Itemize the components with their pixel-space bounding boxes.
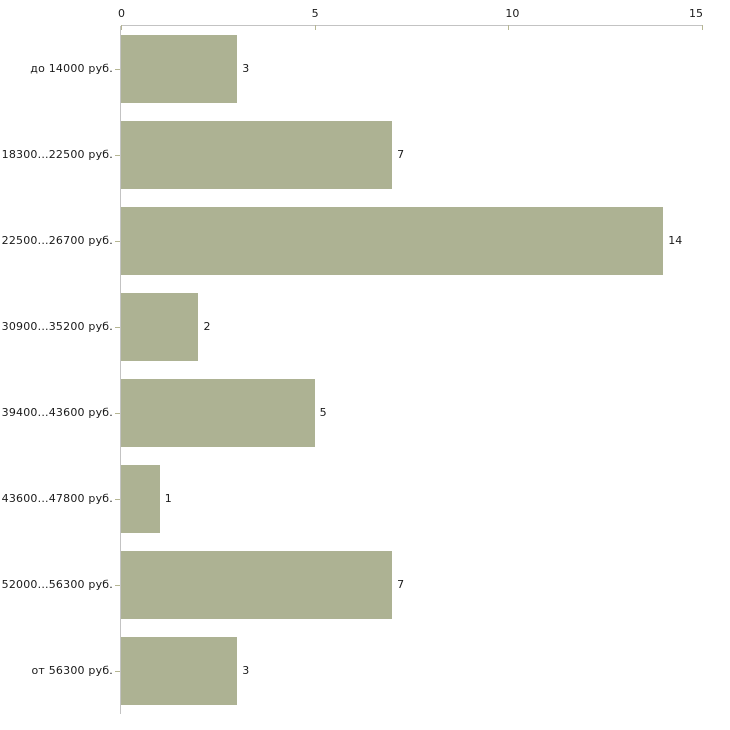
x-axis-tick-label: 10 xyxy=(505,7,520,20)
x-axis-tick-mark xyxy=(121,25,122,30)
y-axis-tick-mark xyxy=(115,585,120,586)
plot-area xyxy=(121,26,702,714)
bar[interactable] xyxy=(121,206,664,276)
y-axis-category-label: 43600...47800 руб. xyxy=(1,492,113,505)
y-axis-tick-mark xyxy=(115,499,120,500)
x-axis-tick-label: 5 xyxy=(311,7,319,20)
x-axis-tick-label: 15 xyxy=(689,7,703,20)
bar-value-label: 1 xyxy=(164,492,172,505)
bar-value-label: 5 xyxy=(319,406,327,419)
bar[interactable] xyxy=(121,464,160,534)
bar[interactable] xyxy=(121,636,238,706)
x-axis-tick-label: 0 xyxy=(118,7,125,20)
bar[interactable] xyxy=(121,378,315,448)
y-axis-tick-mark xyxy=(115,155,120,156)
y-axis-category-label: от 56300 руб. xyxy=(31,664,113,677)
bar-value-label: 7 xyxy=(397,148,405,161)
bar[interactable] xyxy=(121,120,393,190)
bar-value-label: 2 xyxy=(203,320,211,333)
y-axis-line xyxy=(120,26,121,714)
bar[interactable] xyxy=(121,34,238,104)
y-axis-tick-mark xyxy=(115,69,120,70)
y-axis-tick-mark xyxy=(115,413,120,414)
y-axis-category-label: до 14000 руб. xyxy=(30,62,113,75)
bar[interactable] xyxy=(121,292,199,362)
bar-value-label: 7 xyxy=(397,578,405,591)
bar-value-label: 3 xyxy=(242,62,250,75)
y-axis-category-label: 22500...26700 руб. xyxy=(1,234,113,247)
y-axis-category-label: 18300...22500 руб. xyxy=(1,148,113,161)
bar-value-label: 14 xyxy=(668,234,683,247)
y-axis-tick-mark xyxy=(115,671,120,672)
y-axis-tick-mark xyxy=(115,327,120,328)
y-axis-category-label: 39400...43600 руб. xyxy=(1,406,113,419)
x-axis-tick-mark xyxy=(314,25,316,30)
x-axis-tick-mark xyxy=(702,25,703,30)
y-axis-category-label: 30900...35200 руб. xyxy=(1,320,113,333)
x-axis-tick-mark xyxy=(508,25,510,30)
y-axis-labels: до 14000 руб. 18300...22500 руб. 22500...2… xyxy=(0,0,113,730)
bar-value-label: 3 xyxy=(242,664,250,677)
y-axis-tick-mark xyxy=(115,241,120,242)
bar[interactable] xyxy=(121,550,393,620)
y-axis-category-label: 52000...56300 руб. xyxy=(1,578,113,591)
x-axis-line xyxy=(121,25,702,26)
